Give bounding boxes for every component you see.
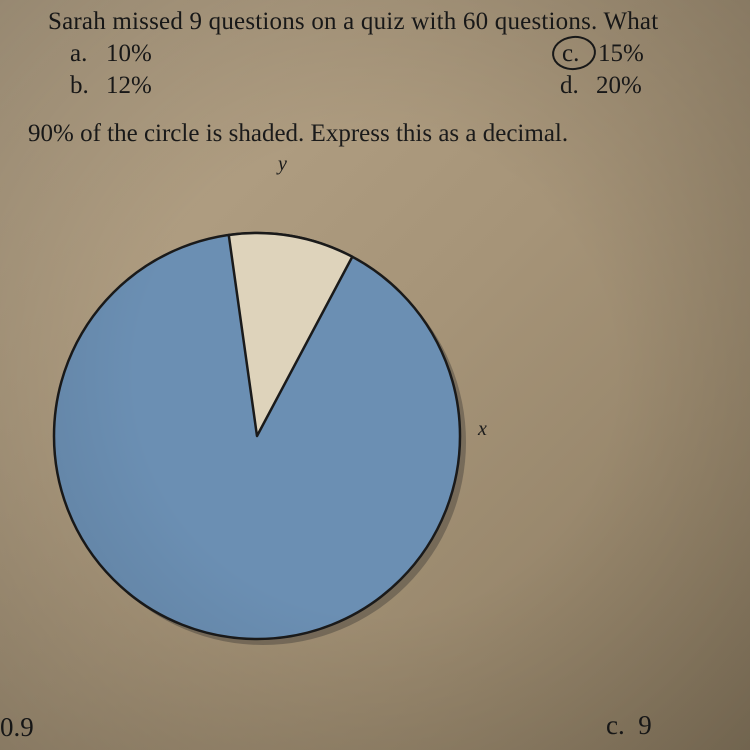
page-root: Sarah missed 9 questions on a quiz with … [0,0,750,750]
question2-text: 90% of the circle is shaded. Express thi… [28,120,568,148]
option-d-letter: d. [560,72,596,100]
option-d-label: 20% [596,72,642,99]
bottom-answer-right: c. 9 [606,710,652,741]
pie-svg [40,178,480,658]
option-b: b.12% [70,72,152,100]
question1-text: Sarah missed 9 questions on a quiz with … [48,8,658,36]
bottom-right-value: 9 [638,710,652,740]
axis-y-label: y [278,153,287,176]
option-a-letter: a. [70,40,106,68]
option-a-label: 10% [106,40,152,67]
option-b-label: 12% [106,72,152,99]
option-b-letter: b. [70,72,106,100]
bottom-answer-left: 0.9 [0,712,34,743]
option-a: a.10% [70,40,152,68]
pie-chart [40,178,460,628]
bottom-right-letter: c. [606,710,625,740]
option-d: d.20% [560,72,642,100]
option-c-label: 15% [598,40,644,67]
